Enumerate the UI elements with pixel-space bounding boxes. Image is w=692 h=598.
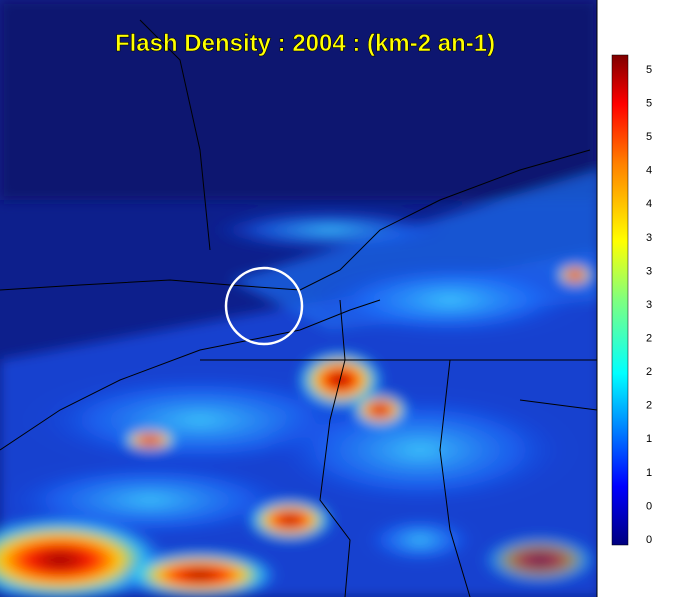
map-title: Flash Density : 2004 : (km-2 an-1) — [115, 30, 495, 57]
colorbar-labels: 5 5 5 4 4 3 3 3 2 2 2 1 1 0 0 — [646, 64, 652, 546]
colorbar-label: 5 — [646, 64, 652, 76]
colorbar-label: 4 — [646, 165, 652, 177]
colorbar-label: 2 — [646, 332, 652, 344]
colorbar-label: 3 — [646, 232, 652, 244]
colorbar-label: 4 — [646, 198, 652, 210]
colorbar-label: 2 — [646, 366, 652, 378]
colorbar-label: 5 — [646, 131, 652, 143]
colorbar-label: 3 — [646, 265, 652, 277]
density-map — [0, 0, 597, 597]
colorbar — [611, 54, 629, 546]
colorbar-label: 2 — [646, 400, 652, 412]
colorbar-label: 1 — [646, 467, 652, 479]
borders — [0, 19, 597, 597]
colorbar-label: 5 — [646, 97, 652, 109]
colorbar-label: 1 — [646, 433, 652, 445]
colorbar-label: 0 — [646, 534, 652, 546]
colorbar-label: 0 — [646, 500, 652, 512]
colorbar-label: 3 — [646, 299, 652, 311]
highlight-circle — [224, 266, 304, 346]
